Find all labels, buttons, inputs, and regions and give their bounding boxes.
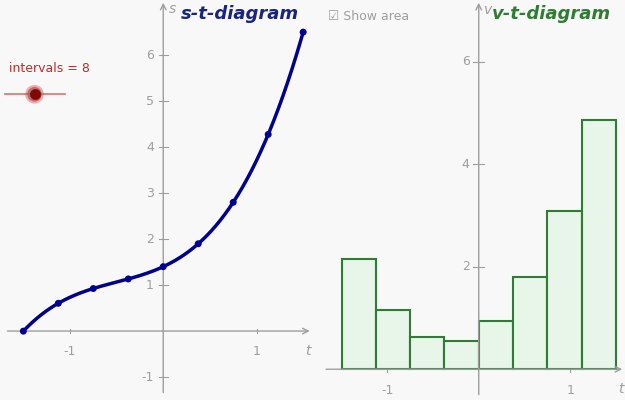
Point	[193, 240, 203, 247]
Text: -1: -1	[64, 345, 76, 358]
Bar	[479, 321, 513, 369]
Point	[18, 328, 28, 334]
Text: intervals = 8: intervals = 8	[9, 62, 90, 76]
Text: t: t	[618, 382, 623, 396]
Text: 5: 5	[146, 95, 154, 108]
Text: 4: 4	[146, 141, 154, 154]
Text: 2: 2	[146, 232, 154, 246]
Point	[263, 131, 273, 138]
Point	[29, 91, 39, 98]
Text: 4: 4	[462, 158, 469, 171]
Text: 3: 3	[146, 187, 154, 200]
Bar	[582, 120, 616, 369]
Text: v-t-diagram: v-t-diagram	[492, 5, 611, 23]
Point	[29, 91, 39, 98]
Bar	[376, 310, 410, 369]
Text: 1: 1	[253, 345, 261, 358]
Point	[88, 285, 98, 292]
Text: -1: -1	[141, 370, 154, 384]
Point	[29, 91, 39, 98]
Text: -1: -1	[381, 384, 394, 396]
Text: 1: 1	[566, 384, 574, 396]
Bar	[342, 259, 376, 369]
Text: v: v	[484, 2, 492, 16]
Text: 1: 1	[146, 278, 154, 292]
Point	[123, 276, 133, 282]
Point	[228, 199, 238, 206]
Point	[53, 300, 63, 306]
Text: ☑ Show area: ☑ Show area	[328, 10, 409, 23]
Bar	[410, 337, 444, 369]
Text: 6: 6	[146, 49, 154, 62]
Point	[298, 29, 308, 35]
Bar	[513, 278, 548, 369]
Text: t: t	[305, 344, 311, 358]
Text: s-t-diagram: s-t-diagram	[181, 4, 299, 22]
Text: 6: 6	[462, 55, 469, 68]
Bar	[444, 341, 479, 369]
Text: s: s	[169, 2, 176, 16]
Point	[158, 264, 168, 270]
Bar	[548, 210, 582, 369]
Text: 2: 2	[462, 260, 469, 273]
